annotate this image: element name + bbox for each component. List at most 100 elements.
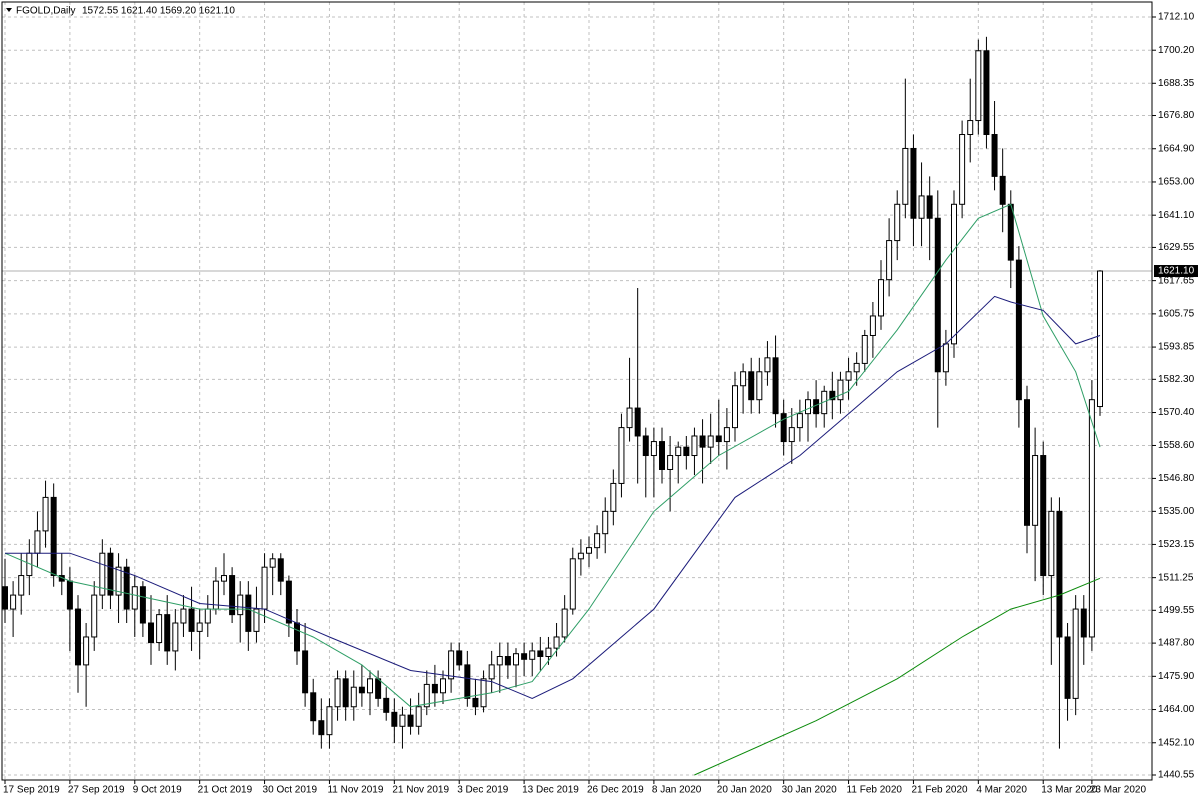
candle-body: [75, 608, 81, 666]
candle-body: [740, 371, 747, 387]
candle-body: [861, 334, 868, 364]
x-tick-label: 21 Feb 2020: [911, 785, 968, 796]
candle-body: [602, 510, 609, 535]
plot: [2, 36, 1152, 776]
candle-body: [845, 371, 852, 381]
x-tick-label: 4 Mar 2020: [976, 785, 1027, 796]
y-tick-label: 1440.55: [1158, 770, 1195, 781]
candle-body: [934, 217, 941, 373]
candle-body: [42, 496, 49, 532]
candle-body: [83, 636, 90, 666]
candle-body: [764, 357, 771, 373]
candle-body: [131, 586, 138, 610]
candle-body: [513, 653, 519, 666]
y-tick-label: 1499.55: [1158, 605, 1195, 616]
candle-body: [732, 385, 738, 429]
candle-body: [707, 435, 714, 448]
x-tick-label: 23 Mar 2020: [1090, 785, 1147, 796]
y-tick-label: 1653.00: [1158, 177, 1195, 188]
candle-body: [951, 203, 957, 345]
candle-body: [529, 650, 536, 660]
candle-body: [1064, 636, 1071, 699]
candle-body: [277, 558, 284, 582]
candle-body: [480, 678, 487, 708]
candle-body: [975, 50, 982, 122]
candle-body: [537, 650, 544, 658]
candle-body: [756, 371, 763, 401]
candle-body: [261, 566, 268, 610]
candle-body: [642, 435, 649, 457]
candle-body: [229, 575, 236, 616]
candle-body: [1007, 203, 1014, 261]
candle-body: [496, 656, 503, 666]
last-price-label: 1621.10: [1158, 266, 1195, 277]
candle-body: [886, 240, 893, 281]
ohlc-header: 1572.55 1621.40 1569.20 1621.10: [82, 6, 235, 17]
y-tick-label: 1641.10: [1158, 210, 1195, 221]
candle-body: [667, 455, 674, 470]
candle-body: [902, 147, 909, 205]
candle-body: [237, 594, 244, 616]
candle-body: [423, 683, 430, 708]
x-tick-label: 27 Sep 2019: [68, 785, 125, 796]
y-tick-label: 1629.55: [1158, 242, 1195, 253]
candle-body: [1080, 608, 1087, 638]
y-tick-label: 1700.20: [1158, 45, 1195, 56]
candle-body: [66, 580, 73, 610]
candle-body: [772, 357, 779, 415]
candle-body: [569, 558, 576, 610]
candle-body: [34, 530, 41, 554]
y-tick-label: 1487.80: [1158, 638, 1195, 649]
candle-body: [618, 427, 625, 484]
y-tick-label: 1558.60: [1158, 440, 1195, 451]
candle-body: [780, 413, 787, 443]
candle-body: [1072, 608, 1079, 699]
candle-body: [829, 390, 836, 401]
candle-body: [521, 653, 528, 660]
candle-body: [367, 678, 373, 694]
candle-body: [2, 586, 8, 610]
candle-body: [253, 608, 260, 632]
candle-body: [683, 446, 690, 457]
y-tick-label: 1464.00: [1158, 704, 1195, 715]
candle-body: [991, 134, 998, 177]
candle-body: [1040, 455, 1047, 577]
candle-body: [983, 50, 990, 136]
candle-body: [805, 399, 811, 415]
candle-body: [959, 134, 966, 205]
y-tick-label: 1582.30: [1158, 374, 1195, 385]
candle-body: [326, 706, 333, 736]
last-price-box: [1154, 265, 1198, 278]
candle-body: [334, 678, 341, 708]
candle-body: [853, 362, 860, 373]
x-tick-label: 8 Jan 2020: [652, 785, 702, 796]
y-tick-label: 1570.40: [1158, 407, 1195, 418]
candle-body: [504, 656, 511, 666]
candle-body: [245, 594, 252, 632]
candle-body: [918, 195, 925, 219]
x-tick-label: 3 Dec 2019: [457, 785, 509, 796]
candle-body: [788, 427, 795, 443]
candle-body: [196, 622, 203, 632]
candle-body: [1015, 259, 1022, 401]
candle-body: [107, 552, 114, 596]
candle-body: [796, 413, 803, 429]
candle-body: [813, 399, 820, 415]
candle-body: [926, 195, 933, 219]
y-tick-label: 1617.65: [1158, 275, 1195, 286]
moving-average-line: [694, 577, 1101, 776]
y-tick-label: 1605.75: [1158, 308, 1195, 319]
candle-body: [342, 678, 349, 708]
candle-body: [358, 686, 365, 694]
x-tick-label: 26 Dec 2019: [587, 785, 644, 796]
candle-body: [650, 441, 657, 457]
y-tick-label: 1511.25: [1158, 572, 1194, 583]
candle-body: [691, 435, 698, 457]
candle-body: [204, 608, 211, 624]
y-tick-label: 1712.10: [1158, 12, 1195, 23]
candle-body: [448, 650, 455, 680]
menu-triangle[interactable]: [6, 8, 12, 12]
plot-border: [1, 1, 1153, 781]
candle-body: [188, 608, 195, 632]
